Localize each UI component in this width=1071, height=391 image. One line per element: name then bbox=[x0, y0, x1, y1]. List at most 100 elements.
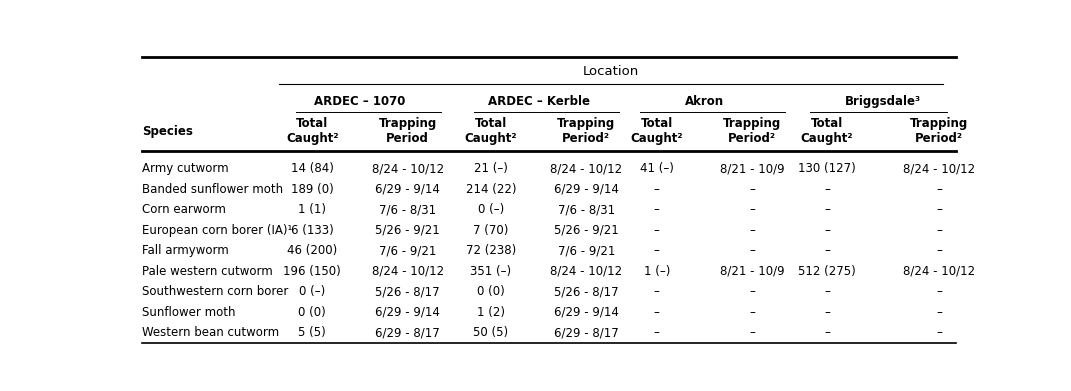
Text: 46 (200): 46 (200) bbox=[287, 244, 337, 257]
Text: Western bean cutworm: Western bean cutworm bbox=[142, 326, 280, 339]
Text: –: – bbox=[654, 203, 660, 216]
Text: 7/6 - 9/21: 7/6 - 9/21 bbox=[379, 244, 437, 257]
Text: 7/6 - 8/31: 7/6 - 8/31 bbox=[379, 203, 436, 216]
Text: 8/21 - 10/9: 8/21 - 10/9 bbox=[720, 162, 785, 175]
Text: –: – bbox=[936, 244, 941, 257]
Text: 6/29 - 9/14: 6/29 - 9/14 bbox=[554, 183, 619, 196]
Text: 7/6 - 9/21: 7/6 - 9/21 bbox=[558, 244, 615, 257]
Text: Sunflower moth: Sunflower moth bbox=[142, 306, 236, 319]
Text: Trapping: Trapping bbox=[723, 117, 782, 130]
Text: Total: Total bbox=[297, 117, 329, 130]
Text: 7 (70): 7 (70) bbox=[473, 224, 509, 237]
Text: Southwestern corn borer: Southwestern corn borer bbox=[142, 285, 288, 298]
Text: –: – bbox=[750, 244, 755, 257]
Text: Caught²: Caught² bbox=[286, 132, 338, 145]
Text: 7/6 - 8/31: 7/6 - 8/31 bbox=[558, 203, 615, 216]
Text: 0 (0): 0 (0) bbox=[299, 306, 327, 319]
Text: 41 (–): 41 (–) bbox=[639, 162, 674, 175]
Text: Total: Total bbox=[640, 117, 673, 130]
Text: European corn borer (IA)¹: European corn borer (IA)¹ bbox=[142, 224, 292, 237]
Text: –: – bbox=[936, 224, 941, 237]
Text: 196 (150): 196 (150) bbox=[284, 265, 342, 278]
Text: 0 (–): 0 (–) bbox=[299, 285, 326, 298]
Text: –: – bbox=[750, 224, 755, 237]
Text: Period²: Period² bbox=[728, 132, 776, 145]
Text: Total: Total bbox=[811, 117, 843, 130]
Text: 14 (84): 14 (84) bbox=[291, 162, 334, 175]
Text: –: – bbox=[750, 183, 755, 196]
Text: 6/29 - 9/14: 6/29 - 9/14 bbox=[375, 183, 440, 196]
Text: –: – bbox=[824, 203, 830, 216]
Text: –: – bbox=[936, 285, 941, 298]
Text: –: – bbox=[654, 224, 660, 237]
Text: Trapping: Trapping bbox=[910, 117, 968, 130]
Text: –: – bbox=[824, 285, 830, 298]
Text: 6 (133): 6 (133) bbox=[291, 224, 334, 237]
Text: 50 (5): 50 (5) bbox=[473, 326, 509, 339]
Text: 5/26 - 8/17: 5/26 - 8/17 bbox=[376, 285, 440, 298]
Text: Total: Total bbox=[474, 117, 507, 130]
Text: 0 (–): 0 (–) bbox=[478, 203, 504, 216]
Text: 1 (–): 1 (–) bbox=[644, 265, 670, 278]
Text: Corn earworm: Corn earworm bbox=[142, 203, 226, 216]
Text: Army cutworm: Army cutworm bbox=[142, 162, 229, 175]
Text: 8/24 - 10/12: 8/24 - 10/12 bbox=[550, 162, 622, 175]
Text: 5 (5): 5 (5) bbox=[299, 326, 327, 339]
Text: –: – bbox=[750, 306, 755, 319]
Text: 8/24 - 10/12: 8/24 - 10/12 bbox=[372, 265, 443, 278]
Text: 21 (–): 21 (–) bbox=[473, 162, 508, 175]
Text: 5/26 - 9/21: 5/26 - 9/21 bbox=[376, 224, 440, 237]
Text: 512 (275): 512 (275) bbox=[798, 265, 856, 278]
Text: –: – bbox=[750, 203, 755, 216]
Text: 6/29 - 8/17: 6/29 - 8/17 bbox=[376, 326, 440, 339]
Text: –: – bbox=[936, 306, 941, 319]
Text: –: – bbox=[936, 183, 941, 196]
Text: Period²: Period² bbox=[915, 132, 963, 145]
Text: –: – bbox=[654, 326, 660, 339]
Text: 6/29 - 8/17: 6/29 - 8/17 bbox=[554, 326, 619, 339]
Text: –: – bbox=[936, 203, 941, 216]
Text: –: – bbox=[654, 244, 660, 257]
Text: –: – bbox=[824, 224, 830, 237]
Text: Caught²: Caught² bbox=[801, 132, 854, 145]
Text: –: – bbox=[824, 326, 830, 339]
Text: 130 (127): 130 (127) bbox=[798, 162, 856, 175]
Text: Briggsdale³: Briggsdale³ bbox=[845, 95, 921, 108]
Text: 0 (0): 0 (0) bbox=[477, 285, 504, 298]
Text: 5/26 - 8/17: 5/26 - 8/17 bbox=[554, 285, 619, 298]
Text: Caught²: Caught² bbox=[465, 132, 517, 145]
Text: –: – bbox=[654, 306, 660, 319]
Text: Pale western cutworm: Pale western cutworm bbox=[142, 265, 273, 278]
Text: Akron: Akron bbox=[685, 95, 724, 108]
Text: 8/21 - 10/9: 8/21 - 10/9 bbox=[720, 265, 785, 278]
Text: –: – bbox=[750, 285, 755, 298]
Text: Period²: Period² bbox=[562, 132, 610, 145]
Text: 189 (0): 189 (0) bbox=[291, 183, 334, 196]
Text: 72 (238): 72 (238) bbox=[466, 244, 516, 257]
Text: ARDEC – 1070: ARDEC – 1070 bbox=[315, 95, 406, 108]
Text: Species: Species bbox=[142, 125, 193, 138]
Text: Trapping: Trapping bbox=[379, 117, 437, 130]
Text: 5/26 - 9/21: 5/26 - 9/21 bbox=[554, 224, 619, 237]
Text: –: – bbox=[654, 285, 660, 298]
Text: –: – bbox=[824, 183, 830, 196]
Text: Location: Location bbox=[583, 65, 639, 77]
Text: 214 (22): 214 (22) bbox=[466, 183, 516, 196]
Text: Banded sunflower moth: Banded sunflower moth bbox=[142, 183, 284, 196]
Text: Caught²: Caught² bbox=[631, 132, 683, 145]
Text: –: – bbox=[654, 183, 660, 196]
Text: 6/29 - 9/14: 6/29 - 9/14 bbox=[554, 306, 619, 319]
Text: ARDEC – Kerble: ARDEC – Kerble bbox=[487, 95, 589, 108]
Text: –: – bbox=[936, 326, 941, 339]
Text: 6/29 - 9/14: 6/29 - 9/14 bbox=[375, 306, 440, 319]
Text: 351 (–): 351 (–) bbox=[470, 265, 511, 278]
Text: –: – bbox=[824, 306, 830, 319]
Text: 1 (2): 1 (2) bbox=[477, 306, 504, 319]
Text: 1 (1): 1 (1) bbox=[299, 203, 327, 216]
Text: –: – bbox=[824, 244, 830, 257]
Text: Fall armyworm: Fall armyworm bbox=[142, 244, 229, 257]
Text: –: – bbox=[750, 326, 755, 339]
Text: 8/24 - 10/12: 8/24 - 10/12 bbox=[550, 265, 622, 278]
Text: 8/24 - 10/12: 8/24 - 10/12 bbox=[903, 265, 975, 278]
Text: Trapping: Trapping bbox=[557, 117, 616, 130]
